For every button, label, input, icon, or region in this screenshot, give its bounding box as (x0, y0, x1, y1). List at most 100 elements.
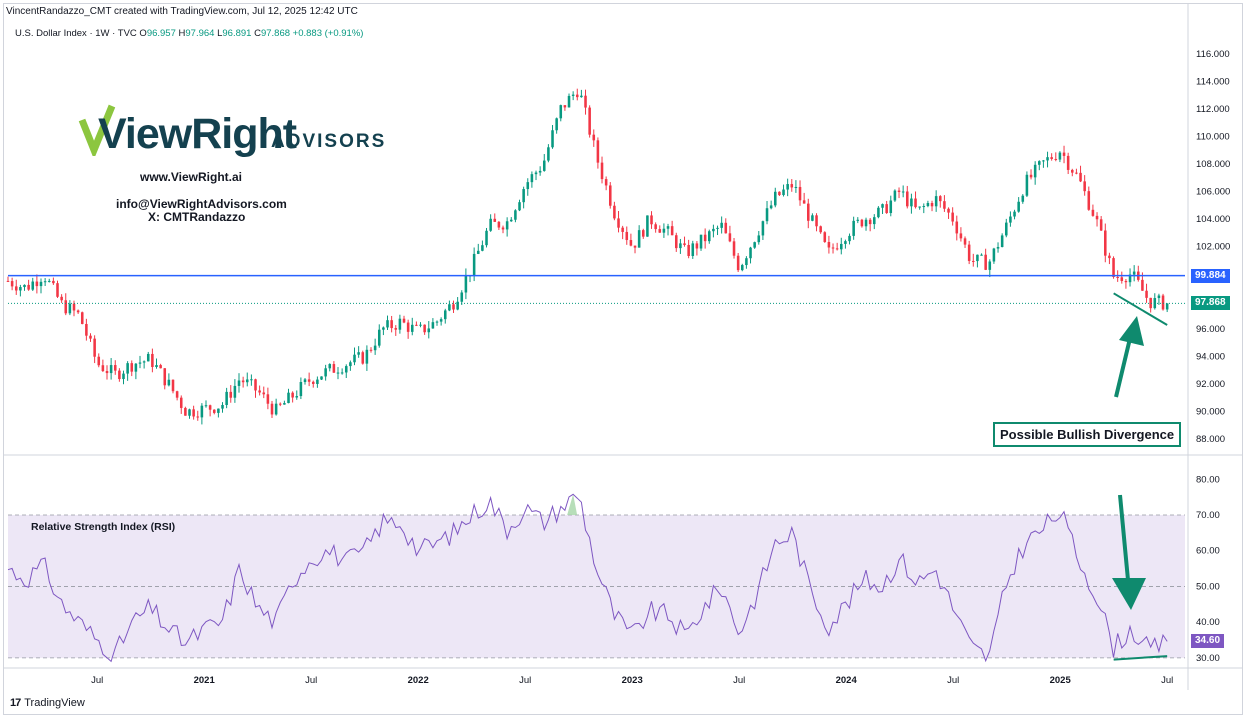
candle-body (736, 255, 740, 271)
candle-body (1128, 274, 1132, 283)
candle-body (625, 231, 629, 241)
time-axis-tick: Jul (91, 675, 103, 686)
candle-body (563, 105, 567, 108)
candle-body (485, 230, 488, 246)
candle-body (641, 230, 645, 237)
candle-body (959, 233, 963, 239)
candle-body (769, 205, 773, 209)
candle-body (1025, 174, 1029, 196)
candle-body (765, 208, 769, 222)
candle-body (720, 222, 723, 228)
candle-body (43, 281, 47, 283)
candle-body (1120, 277, 1124, 281)
candle-body (629, 240, 633, 246)
candle-body (126, 363, 129, 374)
candle-body (1124, 280, 1128, 283)
candle-body (613, 205, 616, 219)
candle-body (745, 258, 748, 266)
candle-body (274, 403, 278, 415)
candle-body (320, 376, 323, 380)
symbol-name: U.S. Dollar Index · 1W · TVC (15, 28, 137, 39)
candle-body (452, 304, 455, 310)
candle-body (600, 162, 604, 180)
candle-body (1099, 219, 1103, 231)
candle-body (31, 281, 35, 290)
candle-body (52, 280, 55, 284)
candle-body (807, 203, 810, 221)
symbol-legend: U.S. Dollar Index · 1W · TVC O96.957 H97… (15, 28, 363, 39)
candle-body (695, 243, 699, 249)
candle-body (1005, 222, 1008, 236)
candle-body (662, 228, 666, 233)
rsi-trendline (1113, 655, 1168, 661)
candle-body (353, 354, 356, 363)
overbought-fill (567, 494, 578, 515)
candle-body (146, 353, 150, 362)
candle-body (179, 397, 183, 408)
candle-body (852, 220, 855, 236)
last-price-label: 97.868 (1191, 296, 1230, 311)
candle-body (109, 365, 113, 374)
candle-body (406, 322, 410, 332)
price-axis-tick: 114.000 (1196, 76, 1230, 87)
candle-body (171, 379, 175, 392)
candle-body (76, 310, 80, 313)
candle-body (68, 303, 72, 314)
candle-body (947, 208, 950, 213)
candle-body (794, 186, 798, 188)
candle-body (472, 253, 476, 276)
candle-body (340, 372, 344, 374)
support-price-label: 99.884 (1191, 268, 1230, 283)
candle-body (674, 235, 678, 249)
candle-body (427, 328, 431, 333)
candle-body (802, 200, 806, 204)
candle-body (1000, 235, 1004, 248)
candle-body (617, 218, 620, 228)
tradingview-icon: 17 (10, 697, 21, 709)
candle-body (988, 261, 992, 270)
candle-body (724, 222, 728, 234)
candle-body (19, 287, 22, 291)
low-label: L (217, 28, 223, 39)
candle-body (394, 328, 398, 330)
rsi-axis-tick: 40.00 (1196, 617, 1220, 628)
candle-body (324, 368, 327, 377)
candle-body (357, 352, 360, 355)
candle-body (646, 215, 649, 237)
candle-body (901, 191, 905, 193)
candle-body (151, 353, 154, 368)
candle-body (1087, 191, 1091, 210)
candle-body (204, 405, 208, 407)
candle-body (918, 206, 921, 208)
candle-body (749, 247, 752, 259)
candle-body (996, 247, 1000, 249)
candle-body (250, 379, 253, 381)
candle-body (1091, 209, 1095, 216)
candle-body (39, 281, 43, 287)
rsi-line (7, 493, 1168, 663)
candle-body (526, 182, 530, 190)
candle-body (868, 219, 872, 225)
candle-body (864, 219, 868, 227)
candle-body (877, 207, 880, 218)
candle-body (939, 196, 942, 202)
time-axis-tick: 2025 (1050, 675, 1072, 686)
candle-body (844, 241, 847, 244)
tradingview-text: TradingView (24, 697, 85, 709)
tradingview-brand: 17 TradingView (10, 697, 85, 709)
candle-body (683, 243, 686, 245)
time-axis-tick: 2023 (622, 675, 643, 686)
candle-body (1029, 174, 1033, 178)
candle-body (481, 245, 484, 251)
price-trendline (1113, 292, 1168, 326)
candle-body (386, 320, 389, 328)
candle-body (113, 365, 117, 371)
candle-body (299, 382, 303, 397)
candle-body (1132, 271, 1136, 275)
rsi-title: Relative Strength Index (RSI) (31, 521, 176, 533)
candle-body (64, 300, 68, 314)
candle-body (415, 324, 418, 326)
candle-body (390, 320, 393, 329)
candle-body (522, 189, 525, 203)
